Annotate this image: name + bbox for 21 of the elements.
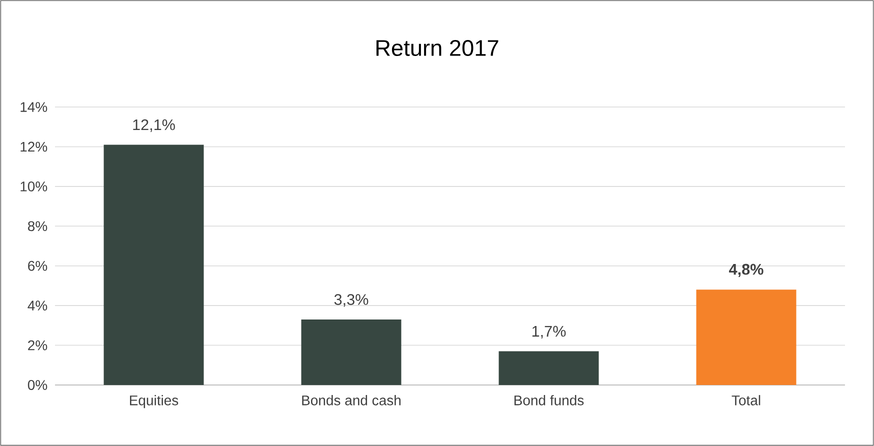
chart-title: Return 2017: [376, 40, 498, 56]
x-tick-label: Equities: [130, 395, 178, 408]
x-tick-label: Total: [732, 395, 760, 406]
data-label: 1,7%: [532, 326, 566, 339]
bar: [104, 144, 204, 385]
y-tick-label: 4%: [28, 300, 48, 310]
y-tick-label: 6%: [28, 260, 48, 271]
bar: [301, 319, 402, 385]
bar: [696, 290, 796, 385]
x-tick-label: Bonds and cash: [302, 395, 401, 406]
y-tick-label: 2%: [28, 340, 48, 350]
data-label: 4,8%: [729, 264, 764, 277]
y-tick-label: 12%: [20, 142, 48, 152]
data-label: 3,3%: [334, 294, 368, 307]
y-tick-label: 10%: [20, 181, 48, 192]
y-tick-label: 14%: [20, 102, 48, 112]
y-tick-label: 0%: [28, 380, 48, 390]
y-tick-label: 8%: [28, 221, 48, 232]
data-label: 12,1%: [133, 119, 175, 132]
x-tick-label: Bond funds: [514, 395, 584, 406]
bar: [498, 351, 599, 385]
